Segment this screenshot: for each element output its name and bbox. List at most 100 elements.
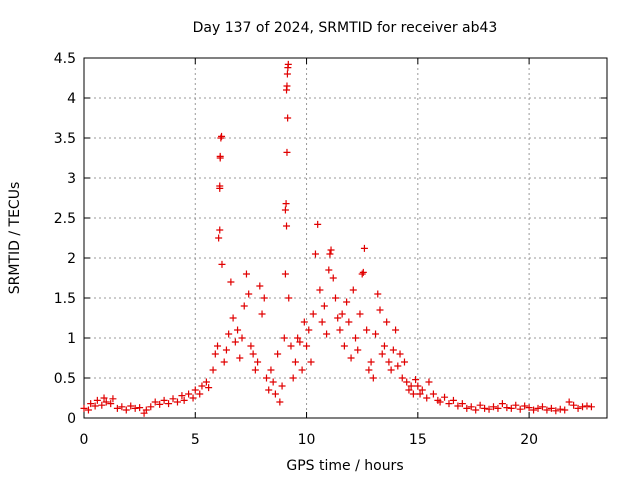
- data-point: [98, 401, 106, 409]
- data-point: [220, 358, 228, 366]
- x-tick-label: 0: [80, 432, 89, 448]
- data-point: [80, 404, 88, 412]
- data-point: [247, 342, 255, 350]
- data-point: [254, 358, 262, 366]
- data-point: [283, 222, 291, 230]
- data-point: [242, 270, 250, 278]
- data-point: [481, 404, 489, 412]
- data-point: [300, 318, 308, 326]
- y-tick-label: 4: [67, 91, 76, 107]
- data-point: [416, 390, 424, 398]
- data-point: [280, 334, 288, 342]
- data-point: [376, 306, 384, 314]
- data-point: [394, 362, 402, 370]
- data-point: [414, 382, 422, 390]
- data-point: [294, 334, 302, 342]
- data-point: [156, 400, 164, 408]
- data-point: [202, 378, 210, 386]
- data-point: [282, 200, 290, 208]
- data-point: [314, 220, 322, 228]
- data-point: [358, 270, 366, 278]
- data-point: [449, 396, 457, 404]
- y-tick-label: 0.5: [54, 371, 76, 387]
- data-point: [494, 404, 502, 412]
- data-point: [249, 350, 257, 358]
- data-point: [236, 354, 244, 362]
- data-point: [169, 395, 177, 403]
- data-point: [412, 376, 420, 384]
- data-point: [231, 338, 239, 346]
- data-point: [180, 396, 188, 404]
- data-point: [325, 266, 333, 274]
- data-point: [267, 366, 275, 374]
- data-point: [191, 386, 199, 394]
- data-point: [403, 378, 411, 386]
- data-point: [387, 366, 395, 374]
- data-point: [262, 374, 270, 382]
- data-point: [525, 404, 533, 412]
- data-point: [521, 402, 529, 410]
- data-point: [467, 403, 475, 411]
- data-point: [409, 390, 417, 398]
- data-point: [309, 310, 317, 318]
- data-point: [289, 374, 297, 382]
- y-tick-label: 3.5: [54, 131, 76, 147]
- y-tick-label: 2: [67, 251, 76, 267]
- data-point: [503, 404, 511, 412]
- x-tick-label: 20: [520, 432, 538, 448]
- data-point: [296, 338, 304, 346]
- data-point: [147, 403, 155, 411]
- data-point: [354, 346, 362, 354]
- data-point: [107, 400, 115, 408]
- data-point: [472, 406, 480, 414]
- data-point: [260, 294, 268, 302]
- data-point: [251, 366, 259, 374]
- data-point: [389, 346, 397, 354]
- data-point: [405, 386, 413, 394]
- data-point: [102, 398, 110, 406]
- data-point: [543, 406, 551, 414]
- data-point: [331, 294, 339, 302]
- data-point: [498, 400, 506, 408]
- data-point: [374, 290, 382, 298]
- data-point: [307, 358, 315, 366]
- data-point: [274, 350, 282, 358]
- y-tick-label: 1.5: [54, 291, 76, 307]
- data-point: [225, 330, 233, 338]
- data-point: [363, 326, 371, 334]
- data-point: [100, 394, 108, 402]
- x-tick-label: 15: [409, 432, 427, 448]
- data-point: [276, 398, 284, 406]
- data-point: [436, 398, 444, 406]
- data-point: [216, 152, 224, 160]
- data-point: [538, 403, 546, 411]
- data-point: [316, 286, 324, 294]
- data-point: [547, 404, 555, 412]
- data-point: [93, 396, 101, 404]
- chart-title: Day 137 of 2024, SRMTID for receiver ab4…: [193, 20, 498, 36]
- data-point: [283, 70, 291, 78]
- data-point: [278, 382, 286, 390]
- data-point: [122, 406, 130, 414]
- data-point: [485, 405, 493, 413]
- data-point: [380, 342, 388, 350]
- data-point: [458, 400, 466, 408]
- data-point: [356, 310, 364, 318]
- data-point: [198, 382, 206, 390]
- data-point: [205, 384, 213, 392]
- axis-ticks: 0 0.5 1 1.5 2 2.5 3 3.5 4 4.5 0 5 10 15 20: [54, 51, 607, 448]
- data-point: [365, 366, 373, 374]
- x-tick-label: 5: [191, 432, 200, 448]
- data-point: [222, 346, 230, 354]
- data-point: [385, 358, 393, 366]
- data-point: [445, 400, 453, 408]
- data-point: [165, 400, 173, 408]
- data-point: [423, 394, 431, 402]
- data-point: [160, 396, 168, 404]
- data-point: [476, 401, 484, 409]
- data-point: [211, 350, 219, 358]
- data-point: [378, 350, 386, 358]
- data-point: [185, 390, 193, 398]
- y-axis-title: SRMTID / TECUs: [7, 182, 23, 295]
- data-point: [265, 386, 273, 394]
